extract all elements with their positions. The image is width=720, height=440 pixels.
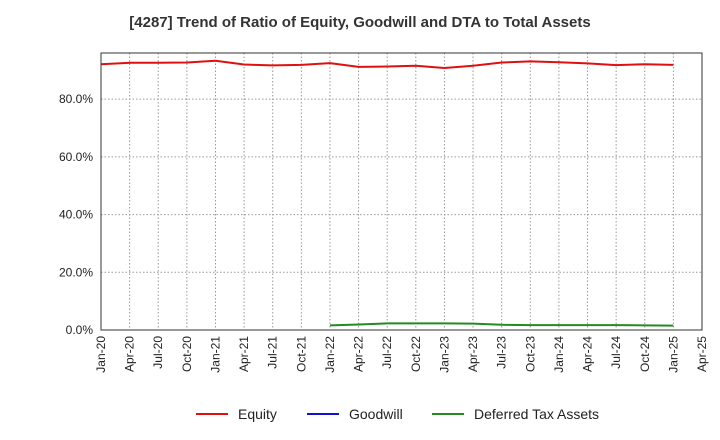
x-tick-label: Oct-20 (180, 336, 194, 372)
legend-label: Goodwill (349, 406, 403, 422)
x-tick-label: Jan-22 (323, 336, 337, 373)
x-tick-label: Jan-20 (94, 336, 108, 373)
legend-item-deferred-tax-assets: Deferred Tax Assets (432, 406, 599, 422)
x-tick-label: Jul-23 (495, 336, 509, 369)
x-tick-label: Jan-24 (552, 336, 566, 373)
x-tick-label: Apr-23 (466, 336, 480, 372)
series-line-equity (100, 59, 674, 70)
x-tick-label: Jul-20 (151, 336, 165, 369)
y-tick-label: 80.0% (59, 92, 93, 106)
x-tick-label: Jul-21 (266, 336, 280, 369)
x-tick-label: Jul-24 (609, 336, 623, 369)
x-tick-label: Apr-22 (352, 336, 366, 372)
x-tick-label: Oct-22 (409, 336, 423, 372)
series-lines (100, 59, 674, 327)
plot-frame (100, 52, 703, 331)
x-tick-label: Oct-24 (638, 336, 652, 372)
x-tick-label: Jan-25 (666, 336, 680, 373)
x-tick-label: Oct-23 (523, 336, 537, 372)
y-tick-label: 40.0% (59, 208, 93, 222)
chart-title: [4287] Trend of Ratio of Equity, Goodwil… (129, 14, 591, 31)
x-tick-label: Apr-24 (581, 336, 595, 372)
legend-item-equity: Equity (196, 406, 277, 422)
legend: Equity Goodwill Deferred Tax Assets (196, 406, 599, 422)
y-tick-label: 60.0% (59, 150, 93, 164)
legend-item-goodwill: Goodwill (307, 406, 403, 422)
x-tick-label: Oct-21 (294, 336, 308, 372)
x-tick-label: Jan-23 (437, 336, 451, 373)
x-tick-label: Apr-21 (237, 336, 251, 372)
legend-label: Equity (238, 406, 277, 422)
y-tick-label: 20.0% (59, 265, 93, 279)
x-axis: Jan-20 Apr-20 Jul-20 Oct-20 Jan-21 Apr-21 Jul-… (94, 336, 709, 373)
series-line-deferred-tax-assets (329, 322, 674, 327)
y-tick-label: 0.0% (66, 323, 94, 337)
y-axis: 0.0% 20.0% 40.0% 60.0% 80.0% (59, 92, 93, 337)
legend-label: Deferred Tax Assets (474, 406, 599, 422)
x-tick-label: Apr-25 (695, 336, 709, 372)
x-tick-label: Jan-21 (208, 336, 222, 373)
x-tick-label: Jul-22 (380, 336, 394, 369)
x-tick-label: Apr-20 (123, 336, 137, 372)
grid (101, 53, 702, 330)
